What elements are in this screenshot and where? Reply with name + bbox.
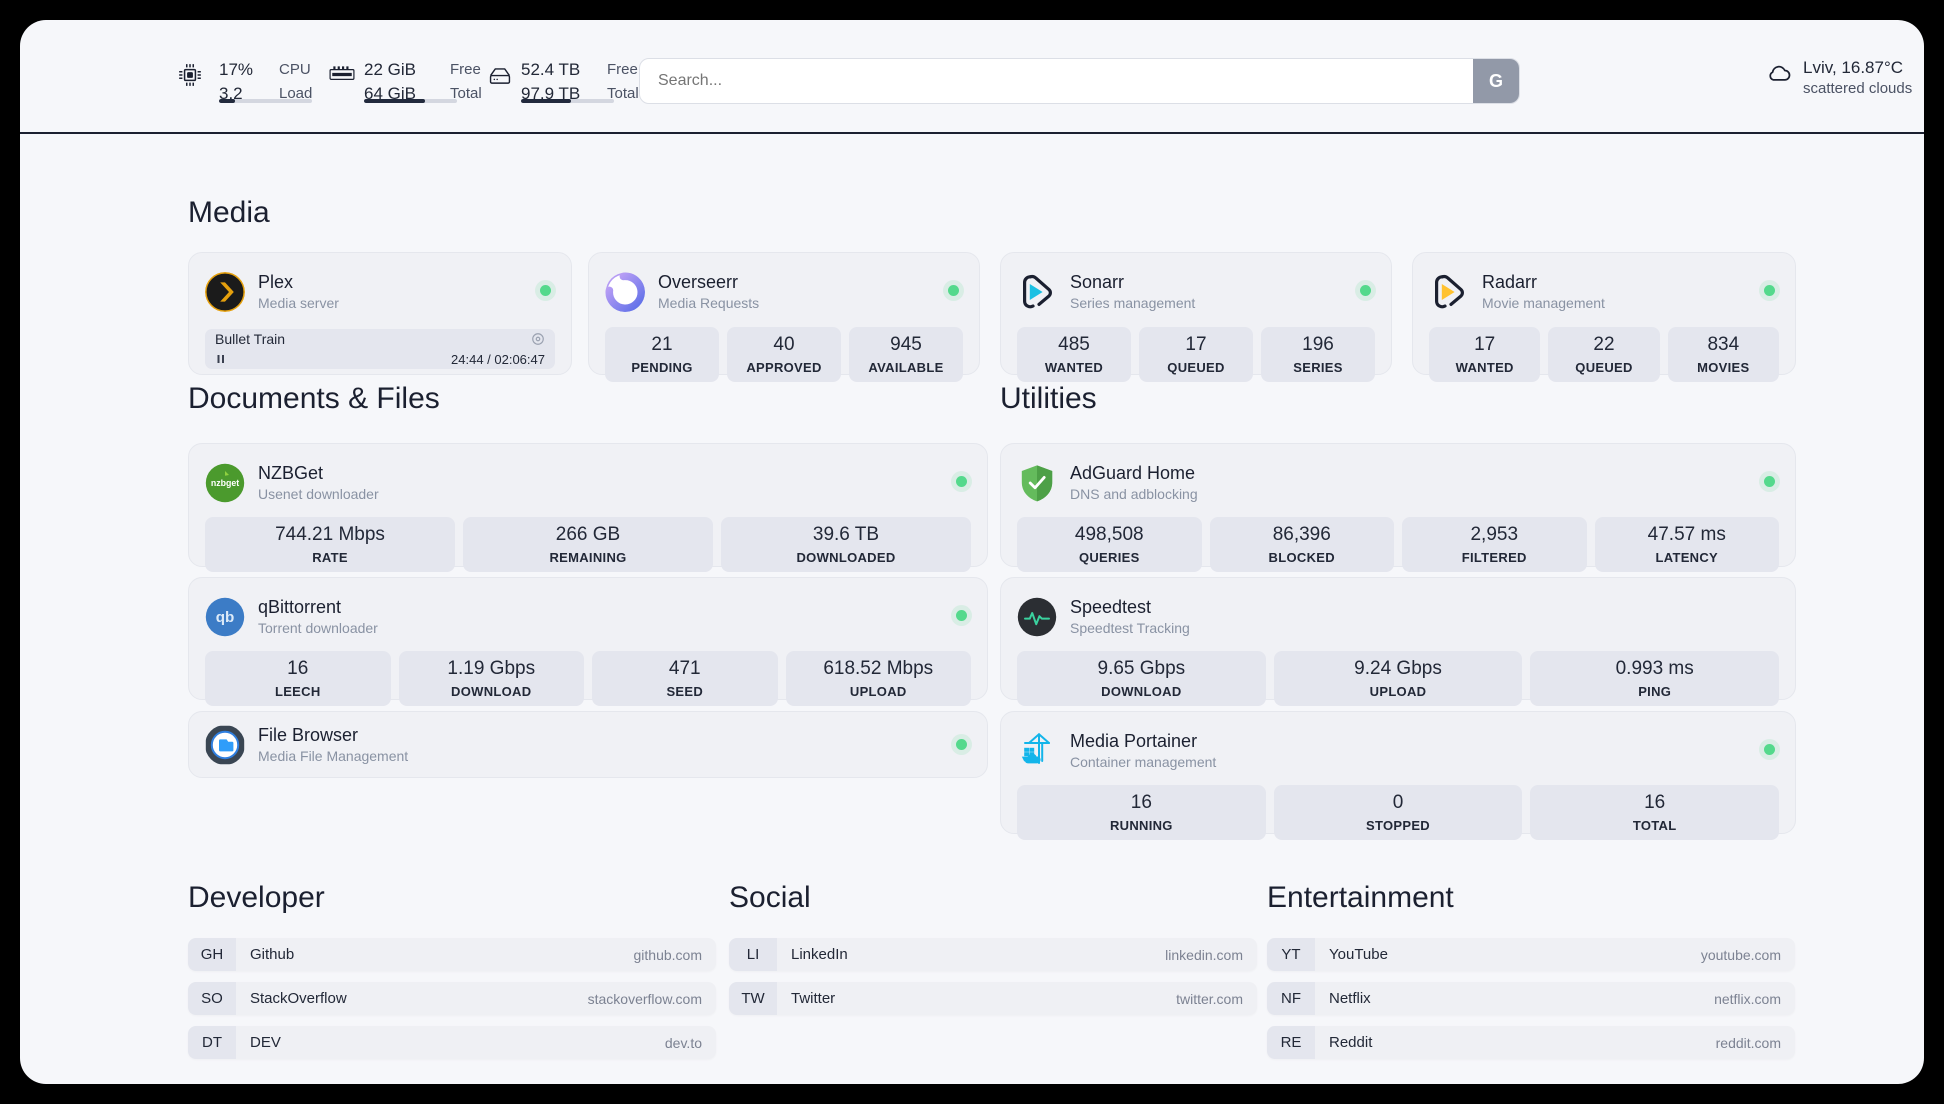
svg-text:qb: qb [216,609,235,626]
svg-text:nzbget: nzbget [211,478,239,488]
